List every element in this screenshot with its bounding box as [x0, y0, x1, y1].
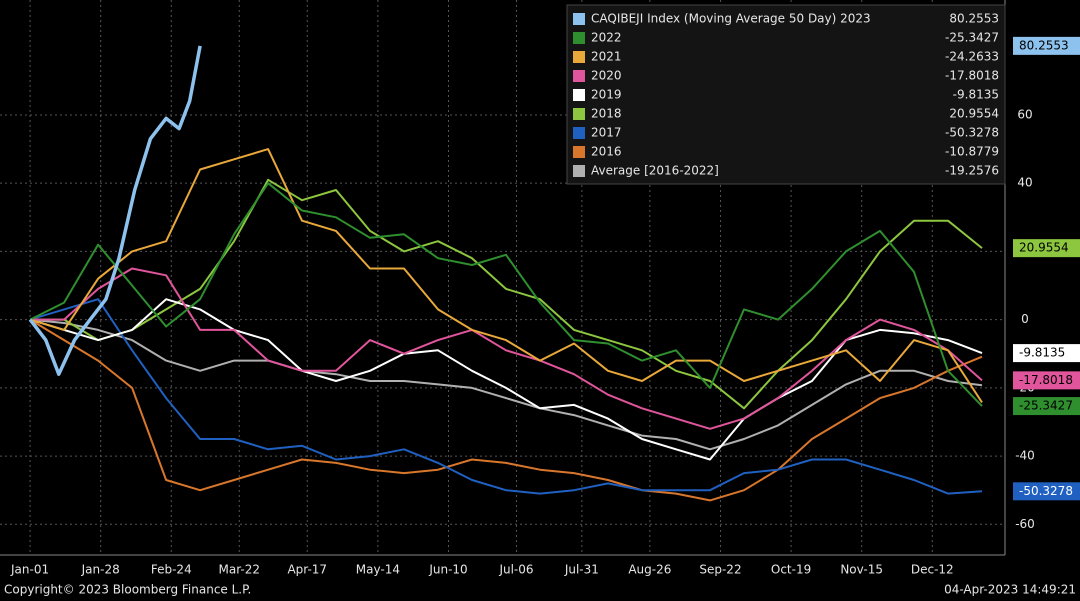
- legend-label: Average [2016-2022]: [591, 164, 719, 178]
- legend-swatch: [573, 127, 585, 139]
- series-line: [29, 182, 983, 407]
- legend-swatch: [573, 51, 585, 63]
- value-box-label: -17.8018: [1019, 373, 1073, 387]
- x-tick-label: Feb-24: [151, 563, 192, 577]
- legend-label: 2021: [591, 50, 622, 64]
- value-box-label: 80.2553: [1019, 38, 1069, 52]
- series-line: [29, 298, 983, 461]
- legend-value: 80.2553: [949, 12, 999, 26]
- value-box-label: -25.3427: [1019, 399, 1073, 413]
- x-tick-label: Nov-15: [840, 563, 883, 577]
- legend-value: -19.2576: [945, 164, 999, 178]
- legend-value: -9.8135: [953, 88, 999, 102]
- series-line: [29, 148, 983, 403]
- x-tick-label: Apr-17: [287, 563, 327, 577]
- legend-swatch: [573, 146, 585, 158]
- legend-box: [566, 4, 1006, 185]
- value-box: [1013, 371, 1080, 390]
- value-box: [1013, 482, 1080, 501]
- x-tick-label: Aug-26: [628, 563, 671, 577]
- y-tick-label: 0: [1021, 312, 1029, 326]
- x-tick-label: May-14: [356, 563, 400, 577]
- legend-label: CAQIBEJI Index (Moving Average 50 Day) 2…: [591, 12, 871, 26]
- value-box: [1013, 239, 1080, 258]
- legend-value: -50.3278: [945, 126, 999, 140]
- series-line: [29, 318, 983, 502]
- y-tick-label: 40: [1017, 176, 1032, 190]
- legend-value: -24.2633: [945, 50, 999, 64]
- x-tick-label: Jan-01: [10, 563, 49, 577]
- legend-label: 2016: [591, 145, 622, 159]
- legend-value: -25.3427: [945, 31, 999, 45]
- legend-value: -17.8018: [945, 69, 999, 83]
- x-tick-label: Jan-28: [81, 563, 120, 577]
- footer-right: 04-Apr-2023 14:49:21: [944, 583, 1076, 597]
- legend-swatch: [573, 70, 585, 82]
- legend-label: 2020: [591, 69, 622, 83]
- x-tick-label: Jul-31: [564, 563, 599, 577]
- y-tick-label: 60: [1017, 107, 1032, 121]
- value-box-label: 20.9554: [1019, 241, 1069, 255]
- x-tick-label: Sep-22: [699, 563, 741, 577]
- value-box: [1013, 397, 1080, 416]
- legend-value: -10.8779: [945, 145, 999, 159]
- value-box-label: -9.8135: [1019, 346, 1065, 360]
- legend-label: 2017: [591, 126, 622, 140]
- series-line: [29, 298, 983, 495]
- legend-swatch: [573, 13, 585, 25]
- x-tick-label: Jun-10: [428, 563, 467, 577]
- legend-swatch: [573, 89, 585, 101]
- series-line: [30, 318, 983, 451]
- legend-label: 2022: [591, 31, 622, 45]
- legend-label: 2019: [591, 88, 622, 102]
- series-line: [30, 178, 983, 410]
- footer-left: Copyright© 2023 Bloomberg Finance L.P.: [4, 583, 251, 597]
- legend-value: 20.9554: [949, 107, 999, 121]
- legend-label: 2018: [591, 107, 622, 121]
- x-tick-label: Mar-22: [219, 563, 260, 577]
- x-tick-label: Oct-19: [771, 563, 811, 577]
- y-tick-label: -40: [1015, 449, 1035, 463]
- series-line: [28, 45, 202, 376]
- legend-swatch: [573, 32, 585, 44]
- series-line: [30, 267, 983, 430]
- x-tick-label: Jul-06: [498, 563, 533, 577]
- value-box-label: -50.3278: [1019, 484, 1073, 498]
- legend-swatch: [573, 108, 585, 120]
- value-box: [1013, 344, 1080, 363]
- x-tick-label: Dec-12: [911, 563, 954, 577]
- value-box: [1013, 36, 1080, 55]
- y-tick-label: -60: [1015, 517, 1035, 531]
- legend-swatch: [573, 165, 585, 177]
